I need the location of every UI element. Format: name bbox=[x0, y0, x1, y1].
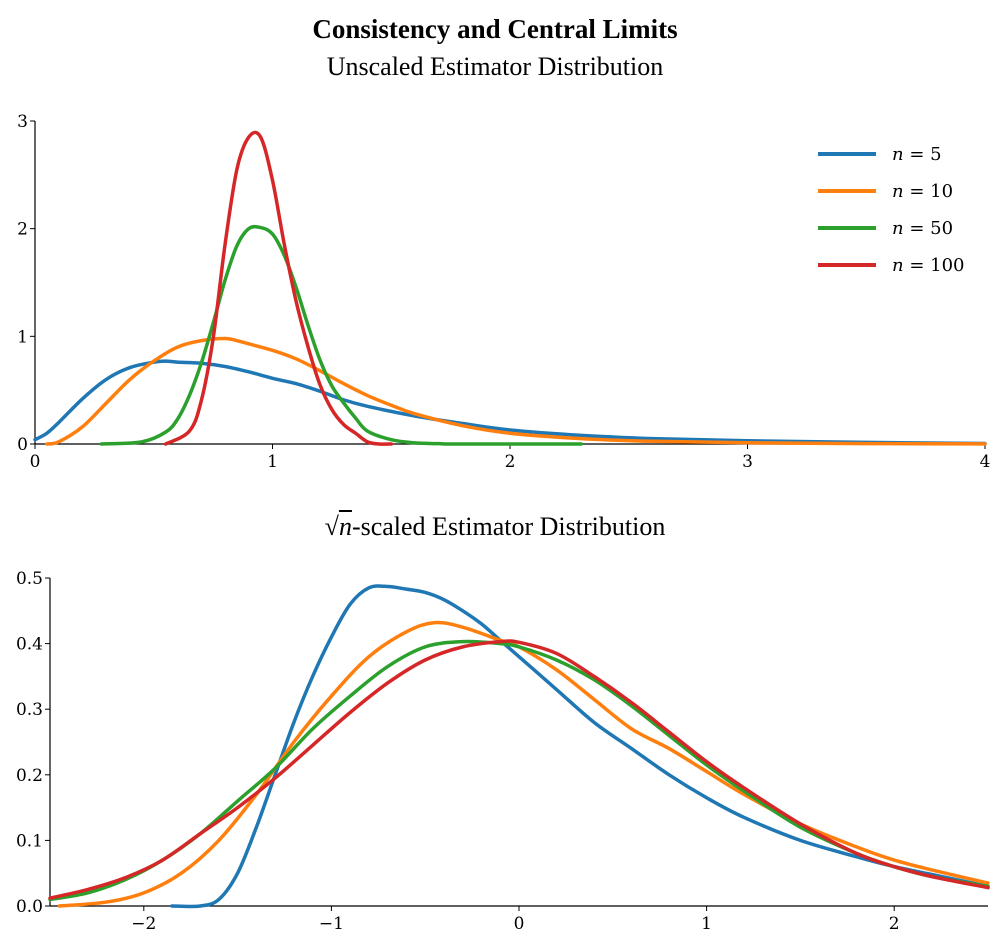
bottom-x-tick-label: 1 bbox=[701, 914, 712, 934]
bottom-y-tick-label: 0.1 bbox=[16, 831, 43, 851]
bottom-y-tick-label: 0.2 bbox=[16, 766, 43, 786]
top-chart: 0 1 2 3 4 0 1 2 3 n = 5 n = 10 n = 50 n = 100 bbox=[17, 112, 990, 472]
top-x-tick-label: 0 bbox=[30, 452, 41, 472]
top-y-tick-label: 3 bbox=[17, 112, 28, 132]
top-x-tick-label: 4 bbox=[980, 452, 990, 472]
top-x-tick-label: 1 bbox=[267, 452, 278, 472]
bottom-series-line-2 bbox=[57, 620, 990, 908]
top-chart-title: Unscaled Estimator Distribution bbox=[326, 52, 664, 81]
bottom-chart-title: √n-scaled Estimator Distribution bbox=[0, 512, 990, 542]
bottom-chart: −2 −1 0 1 2 0.0 0.1 0.2 0.3 0.4 0.5 bbox=[16, 569, 990, 934]
legend-label-1: n = 5 bbox=[892, 144, 942, 165]
bottom-series-line-3 bbox=[48, 639, 990, 902]
sqrt-n: n bbox=[338, 512, 352, 541]
bottom-chart-title-text: -scaled Estimator Distribution bbox=[351, 512, 666, 541]
top-series-line-1 bbox=[33, 359, 987, 446]
sqrt-symbol: √ bbox=[324, 512, 339, 541]
figure-title: Consistency and Central Limits bbox=[312, 14, 678, 44]
bottom-series-line-4 bbox=[48, 639, 990, 900]
top-x-tick-label: 2 bbox=[505, 452, 516, 472]
legend-label-4: n = 100 bbox=[892, 255, 964, 276]
bottom-x-tick-label: −1 bbox=[319, 914, 344, 934]
legend-label-3: n = 50 bbox=[892, 218, 953, 239]
top-y-tick-label: 2 bbox=[17, 220, 28, 240]
top-series-line-2 bbox=[45, 336, 987, 446]
bottom-x-tick-label: 0 bbox=[514, 914, 525, 934]
bottom-x-tick-label: 2 bbox=[889, 914, 900, 934]
legend-label-2: n = 10 bbox=[892, 181, 953, 202]
top-x-tick-label: 3 bbox=[742, 452, 753, 472]
top-series-line-3 bbox=[99, 224, 583, 446]
bottom-y-tick-label: 0.3 bbox=[16, 700, 43, 720]
top-series-line-4 bbox=[163, 130, 393, 446]
bottom-y-tick-label: 0.4 bbox=[16, 635, 43, 655]
bottom-y-tick-label: 0.0 bbox=[16, 897, 43, 917]
top-y-tick-label: 1 bbox=[17, 327, 28, 347]
bottom-y-tick-label: 0.5 bbox=[16, 569, 43, 589]
top-y-tick-label: 0 bbox=[17, 435, 28, 455]
bottom-x-tick-label: −2 bbox=[131, 914, 156, 934]
